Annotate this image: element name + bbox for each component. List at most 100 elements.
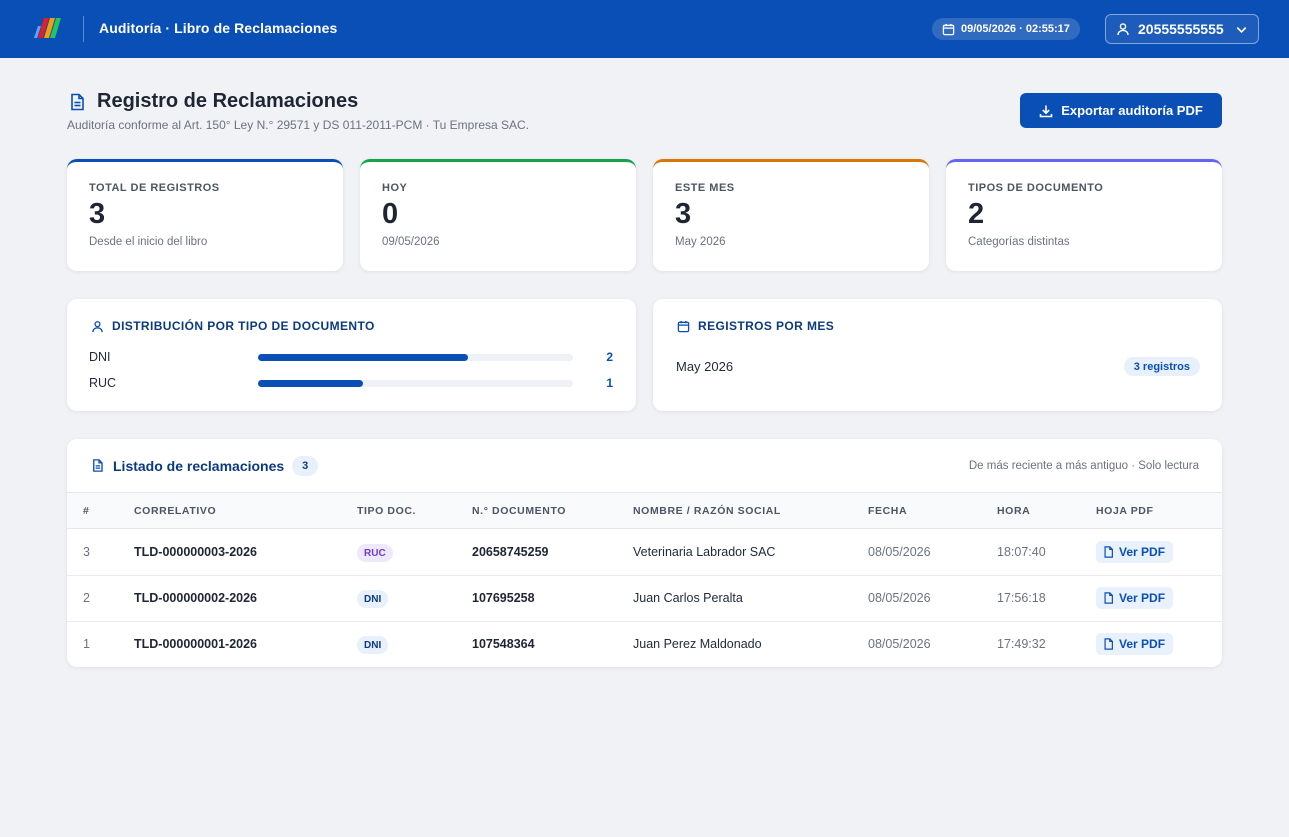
- user-icon: [1117, 23, 1129, 36]
- view-pdf-button[interactable]: Ver PDF: [1096, 541, 1174, 563]
- distribution-row-dni: DNI 2: [89, 348, 613, 366]
- stat-label: HOY: [382, 182, 408, 194]
- monthly-panel: REGISTROS POR MES May 2026 3 registros: [653, 299, 1222, 411]
- row-documento: 20658745259: [472, 545, 549, 559]
- distribution-count: 2: [606, 350, 613, 364]
- row-correlativo: TLD-000000003-2026: [134, 545, 257, 559]
- list-count-badge: 3: [292, 455, 319, 476]
- table-row: 2 TLD-000000002-2026 DNI 107695258 Juan …: [67, 576, 1222, 622]
- row-correlativo: TLD-000000001-2026: [134, 637, 257, 651]
- download-icon: [1039, 105, 1053, 117]
- stat-sub: Desde el inicio del libro: [89, 236, 208, 248]
- top-bar: Auditoría · Libro de Reclamaciones 09/05…: [0, 0, 1289, 58]
- view-pdf-button[interactable]: Ver PDF: [1096, 633, 1174, 655]
- user-menu-button[interactable]: 20555555555: [1105, 14, 1259, 44]
- doc-type-badge: RUC: [357, 544, 393, 562]
- row-fecha: 08/05/2026: [868, 545, 931, 559]
- document-icon: [93, 459, 103, 472]
- distribution-panel: DISTRIBUCIÓN POR TIPO DE DOCUMENTO DNI 2…: [67, 299, 636, 411]
- table-row: 3 TLD-000000003-2026 RUC 20658745259 Vet…: [67, 530, 1222, 576]
- row-correlativo: TLD-000000002-2026: [134, 591, 257, 605]
- column-header-num: #: [83, 505, 90, 517]
- page-subtitle: Auditoría conforme al Art. 150° Ley N.° …: [67, 118, 530, 132]
- row-number: 1: [83, 637, 90, 651]
- stat-label: ESTE MES: [675, 182, 735, 194]
- column-header-hora: HORA: [997, 505, 1031, 517]
- view-pdf-label: Ver PDF: [1119, 637, 1166, 651]
- distribution-name: DNI: [89, 350, 111, 364]
- row-hora: 17:49:32: [997, 637, 1046, 651]
- export-pdf-label: Exportar auditoría PDF: [1061, 103, 1203, 118]
- row-documento: 107548364: [472, 637, 535, 651]
- row-number: 3: [83, 545, 90, 559]
- view-pdf-label: Ver PDF: [1119, 591, 1166, 605]
- calendar-icon: [942, 23, 955, 35]
- column-header-tipo-doc: TIPO DOC.: [357, 505, 417, 517]
- file-icon: [1104, 546, 1113, 558]
- view-pdf-button[interactable]: Ver PDF: [1096, 587, 1174, 609]
- column-header-nombre: NOMBRE / RAZÓN SOCIAL: [633, 505, 781, 517]
- stat-card-doc-types: TIPOS DE DOCUMENTO 2 Categorías distinta…: [946, 159, 1222, 271]
- distribution-header: DISTRIBUCIÓN POR TIPO DE DOCUMENTO: [91, 319, 375, 333]
- stat-value: 3: [675, 198, 692, 230]
- distribution-bar-fill: [258, 379, 363, 387]
- stat-label: TIPOS DE DOCUMENTO: [968, 182, 1104, 194]
- distribution-bar-fill: [258, 353, 469, 361]
- stat-sub: Categorías distintas: [968, 236, 1070, 248]
- app-logo-icon[interactable]: [32, 16, 66, 40]
- document-icon: [71, 93, 84, 110]
- monthly-month: May 2026: [676, 359, 734, 374]
- row-nombre: Veterinaria Labrador SAC: [633, 545, 776, 559]
- row-nombre: Juan Carlos Peralta: [633, 591, 743, 605]
- row-nombre: Juan Perez Maldonado: [633, 637, 762, 651]
- stat-card-month: ESTE MES 3 May 2026: [653, 159, 929, 271]
- row-fecha: 08/05/2026: [868, 591, 931, 605]
- user-icon: [92, 320, 103, 332]
- stat-sub: 09/05/2026: [382, 236, 440, 248]
- column-header-hoja-pdf: HOJA PDF: [1096, 505, 1154, 517]
- app-title: Auditoría · Libro de Reclamaciones: [99, 20, 338, 36]
- page-title-row: Registro de Reclamaciones: [67, 90, 358, 113]
- distribution-row-ruc: RUC 1: [89, 374, 613, 392]
- row-fecha: 08/05/2026: [868, 637, 931, 651]
- monthly-title: REGISTROS POR MES: [698, 319, 835, 333]
- stat-value: 2: [968, 198, 985, 230]
- stat-value: 0: [382, 198, 399, 230]
- chevron-down-icon: [1236, 26, 1247, 33]
- row-number: 2: [83, 591, 90, 605]
- distribution-title: DISTRIBUCIÓN POR TIPO DE DOCUMENTO: [112, 319, 375, 333]
- column-header-documento: N.° DOCUMENTO: [472, 505, 567, 517]
- list-title: Listado de reclamaciones: [113, 457, 285, 474]
- user-id: 20555555555: [1138, 21, 1224, 37]
- stat-label: TOTAL DE REGISTROS: [89, 182, 220, 194]
- claims-list-panel: Listado de reclamaciones 3 De más recien…: [67, 439, 1222, 667]
- column-header-fecha: FECHA: [868, 505, 908, 517]
- stat-card-total: TOTAL DE REGISTROS 3 Desde el inicio del…: [67, 159, 343, 271]
- calendar-icon: [677, 320, 690, 332]
- stat-card-today: HOY 0 09/05/2026: [360, 159, 636, 271]
- monthly-header: REGISTROS POR MES: [677, 319, 834, 333]
- stat-value: 3: [89, 198, 106, 230]
- table-row: 1 TLD-000000001-2026 DNI 107548364 Juan …: [67, 622, 1222, 667]
- row-hora: 17:56:18: [997, 591, 1046, 605]
- datetime-text: 09/05/2026 · 02:55:17: [961, 23, 1070, 35]
- stat-sub: May 2026: [675, 236, 726, 248]
- monthly-count-badge: 3 registros: [1123, 357, 1200, 376]
- row-hora: 18:07:40: [997, 545, 1046, 559]
- list-header: Listado de reclamaciones 3 De más recien…: [67, 439, 1222, 492]
- doc-type-badge: DNI: [357, 636, 389, 654]
- distribution-name: RUC: [89, 376, 117, 390]
- doc-type-badge: DNI: [357, 590, 389, 608]
- file-icon: [1104, 592, 1113, 604]
- table-header: # CORRELATIVO TIPO DOC. N.° DOCUMENTO NO…: [67, 492, 1222, 529]
- distribution-bar-track: [258, 353, 573, 361]
- page-title: Registro de Reclamaciones: [97, 90, 359, 112]
- list-note: De más reciente a más antiguo · Solo lec…: [968, 459, 1199, 472]
- view-pdf-label: Ver PDF: [1119, 545, 1166, 559]
- distribution-count: 1: [606, 376, 613, 390]
- export-pdf-button[interactable]: Exportar auditoría PDF: [1020, 93, 1222, 128]
- row-documento: 107695258: [472, 591, 535, 605]
- column-header-correlativo: CORRELATIVO: [134, 505, 217, 517]
- header-divider: [83, 16, 84, 42]
- file-icon: [1104, 638, 1113, 650]
